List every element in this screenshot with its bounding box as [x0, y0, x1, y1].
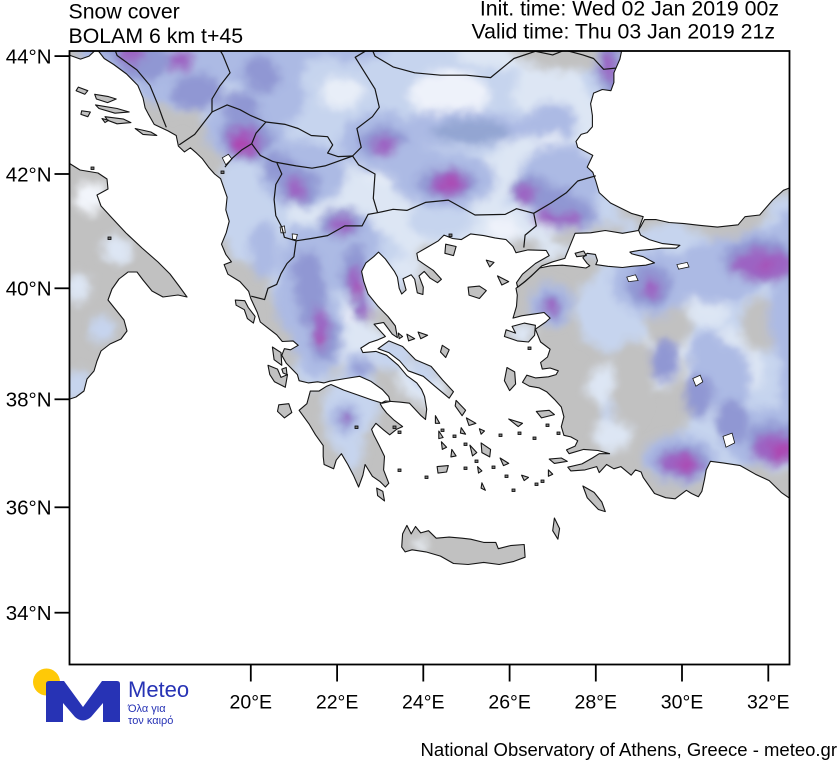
svg-text:22°E: 22°E [316, 692, 359, 714]
svg-text:Meteo: Meteo [128, 677, 189, 702]
svg-text:Init. time: Wed 02 Jan 2019 00: Init. time: Wed 02 Jan 2019 00z [480, 0, 779, 21]
svg-text:28°E: 28°E [575, 692, 618, 714]
svg-text:Snow cover: Snow cover [69, 0, 180, 24]
svg-text:BOLAM 6 km t+45: BOLAM 6 km t+45 [69, 24, 244, 48]
svg-text:20°E: 20°E [230, 692, 273, 714]
svg-text:42°N: 42°N [6, 163, 52, 186]
svg-text:38°N: 38°N [6, 389, 52, 412]
svg-text:32°E: 32°E [747, 692, 790, 714]
svg-text:Valid time: Thu 03 Jan 2019 21: Valid time: Thu 03 Jan 2019 21z [472, 20, 775, 44]
svg-text:24°E: 24°E [402, 692, 445, 714]
svg-text:36°N: 36°N [6, 497, 52, 520]
svg-text:τον καιρό: τον καιρό [128, 715, 173, 727]
svg-text:26°E: 26°E [488, 692, 531, 714]
svg-text:44°N: 44°N [6, 45, 52, 68]
svg-text:30°E: 30°E [661, 692, 704, 714]
svg-text:34°N: 34°N [6, 602, 52, 625]
svg-text:40°N: 40°N [6, 278, 52, 301]
svg-text:National Observatory of Athens: National Observatory of Athens, Greece -… [421, 739, 837, 760]
svg-text:Όλα για: Όλα για [127, 703, 166, 715]
